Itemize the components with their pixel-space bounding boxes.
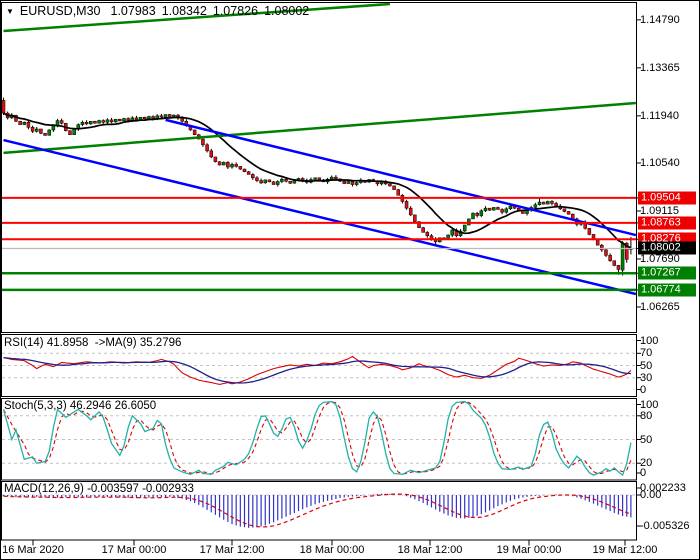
price-level-badge: 1.08763 xyxy=(638,216,696,230)
stoch-axis-label: 100 xyxy=(640,398,659,411)
rsi-axis-label: 50 xyxy=(640,359,653,372)
stoch-axis-label: 50 xyxy=(640,433,653,446)
price-axis-label: 1.11940 xyxy=(640,109,679,122)
stoch-indicator-label: Stoch(5,3,3) 46.2946 26.6050 xyxy=(4,400,157,412)
price-axis-label: 1.07690 xyxy=(640,252,680,265)
price-axis-label: 1.14790 xyxy=(640,13,680,26)
time-axis-label: 18 Mar 00:00 xyxy=(299,544,365,556)
current-price-badge: 1.08002 xyxy=(638,241,696,255)
rsi-axis-label: 100 xyxy=(640,334,659,347)
quote-high: 1.08342 xyxy=(161,4,207,18)
macd-panel[interactable] xyxy=(2,493,636,528)
trendline-blue-upper xyxy=(165,118,636,237)
time-axis-label: 17 Mar 00:00 xyxy=(101,544,167,556)
stoch-axis-label: 20 xyxy=(640,457,653,470)
quote-close: 1.08002 xyxy=(264,4,310,18)
trendline-blue-lower xyxy=(3,138,636,296)
trendline-green-lower xyxy=(3,101,636,155)
stoch-panel[interactable] xyxy=(2,400,636,477)
symbol-dropdown-icon[interactable]: ▼ xyxy=(6,6,14,16)
main-panel-frame xyxy=(1,2,637,333)
rsi-indicator-label: RSI(14) 41.8958 ->MA(9) 35.2796 xyxy=(4,337,182,349)
rsi-ma-line xyxy=(3,356,631,384)
time-axis-label: 18 Mar 12:00 xyxy=(397,544,463,556)
symbol-period-label: EURUSD,M30 xyxy=(19,4,101,18)
main-chart-area[interactable] xyxy=(2,3,636,296)
quote-low: 1.07826 xyxy=(212,4,259,18)
price-axis-label: 1.10540 xyxy=(640,157,680,169)
time-axis-label: 19 Mar 12:00 xyxy=(592,544,658,556)
ma-line xyxy=(3,112,632,249)
candles xyxy=(2,97,633,276)
time-axis-label: 16 Mar 2020 xyxy=(2,544,64,556)
price-level-badge: 1.07267 xyxy=(638,266,696,280)
rsi-panel[interactable] xyxy=(2,352,636,385)
price-level-badge: 1.09504 xyxy=(638,191,696,205)
macd-signal-line xyxy=(3,493,632,528)
macd-axis-label: 0.00 xyxy=(640,489,662,501)
rsi-axis-label: 70 xyxy=(640,347,653,360)
price-axis-label: 1.13365 xyxy=(640,61,680,74)
stoch-axis-label: 80 xyxy=(640,409,653,422)
stoch-axis-label: 0 xyxy=(640,467,647,479)
time-axis-label: 17 Mar 12:00 xyxy=(199,544,265,556)
macd-panel-frame xyxy=(1,481,637,541)
price-level-badge: 1.06774 xyxy=(638,283,696,297)
macd-indicator-label: MACD(12,26,9) -0.003597 -0.002933 xyxy=(4,483,194,495)
macd-histogram xyxy=(2,493,632,528)
stoch-main-line xyxy=(2,400,632,477)
time-axis-label: 19 Mar 00:00 xyxy=(496,544,562,556)
quote-open: 1.07983 xyxy=(110,4,156,18)
rsi-line xyxy=(3,355,632,385)
macd-axis-label: 0.002233 xyxy=(640,482,686,494)
rsi-axis-label: 30 xyxy=(640,371,653,384)
price-axis-label: 1.06265 xyxy=(640,300,680,313)
rsi-axis-label: 0 xyxy=(640,383,647,396)
chart-title: ▼ EURUSD,M30 1.07983 1.08342 1.07826 1.0… xyxy=(6,4,315,18)
macd-axis-label: -0.005326 xyxy=(640,520,690,532)
trendline-green-upper xyxy=(3,3,391,33)
price-axis-label: 1.09115 xyxy=(640,204,679,217)
